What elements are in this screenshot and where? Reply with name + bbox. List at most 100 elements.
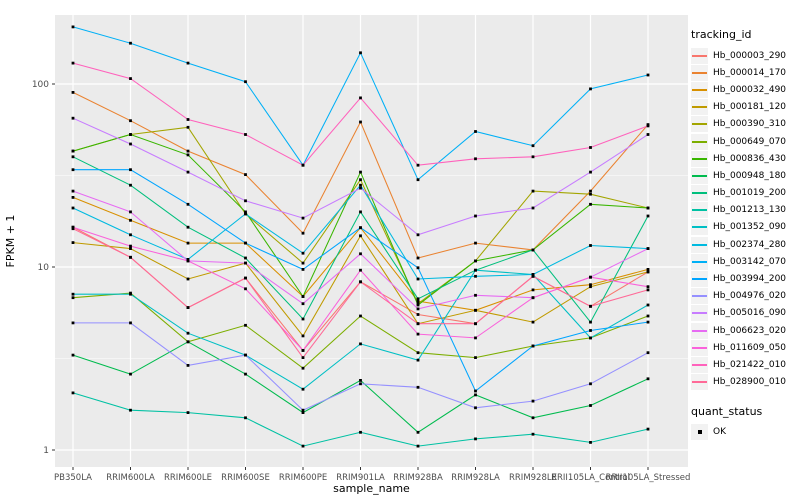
data-point — [186, 125, 190, 129]
data-point — [646, 314, 650, 318]
legend-key-box — [691, 339, 708, 356]
data-point — [589, 320, 592, 324]
data-point — [646, 214, 650, 218]
data-point — [474, 393, 477, 397]
data-point — [474, 336, 477, 340]
legend-key-box — [691, 202, 708, 219]
y-axis-title: FPKM + 1 — [4, 215, 17, 268]
data-point — [589, 404, 592, 407]
data-point — [186, 202, 190, 206]
data-point — [646, 303, 650, 307]
data-point — [531, 344, 535, 348]
legend-item-Hb_000948_180: Hb_000948_180 — [691, 167, 799, 184]
legend-item-label: Hb_000836_430 — [713, 153, 787, 164]
data-point — [301, 408, 305, 412]
legend-item-label: Hb_001213_130 — [713, 205, 787, 216]
data-point — [186, 331, 190, 335]
legend-key-box — [691, 167, 708, 184]
data-point — [416, 385, 420, 389]
data-point — [129, 247, 132, 250]
data-point — [416, 303, 420, 307]
data-point — [301, 268, 305, 271]
data-point — [301, 261, 305, 265]
legend-key-box — [691, 219, 708, 236]
legend-item-label: Hb_011609_050 — [713, 342, 787, 353]
data-point — [301, 387, 305, 391]
data-point — [474, 214, 477, 218]
data-point — [416, 358, 420, 362]
legend-key-line — [692, 209, 707, 212]
data-point — [474, 259, 477, 263]
data-point — [646, 320, 650, 324]
data-point — [359, 210, 362, 214]
legend-key-line — [692, 71, 707, 74]
data-point — [71, 225, 75, 229]
legend-item-Hb_000181_120: Hb_000181_120 — [691, 99, 799, 116]
data-point — [531, 206, 535, 210]
legend-key-box — [691, 374, 708, 391]
x-tick-label: RRIM901LA — [336, 473, 385, 483]
data-point — [359, 183, 362, 187]
data-point — [186, 340, 190, 344]
legend-item-ok: OK — [691, 424, 799, 441]
legend-key-box — [691, 99, 708, 116]
legend-item-Hb_001352_090: Hb_001352_090 — [691, 219, 799, 236]
legend-item-Hb_003142_070: Hb_003142_070 — [691, 253, 799, 270]
y-tick-label: 100 — [32, 80, 49, 90]
legend-key-box — [691, 236, 708, 253]
ok-point-icon — [697, 430, 702, 435]
data-point — [589, 244, 592, 247]
legend-item-label: Hb_000181_120 — [713, 102, 787, 113]
data-point — [186, 225, 190, 229]
data-point — [301, 334, 305, 338]
data-point — [646, 124, 650, 128]
data-point — [244, 212, 247, 216]
data-point — [244, 210, 247, 214]
data-point — [186, 277, 190, 281]
data-point — [416, 266, 420, 270]
legend-item-Hb_028900_010: Hb_028900_010 — [691, 374, 799, 391]
legend-key-line — [692, 123, 707, 126]
data-point — [129, 168, 132, 172]
data-point — [244, 199, 247, 203]
data-point — [474, 322, 477, 326]
data-point — [129, 210, 132, 214]
data-point — [589, 146, 592, 149]
legend-quant-status: quant_status OK — [691, 405, 799, 441]
data-point — [359, 379, 362, 382]
data-point — [646, 285, 650, 289]
data-point — [186, 411, 190, 414]
legend-item-Hb_000649_070: Hb_000649_070 — [691, 133, 799, 150]
legend-key-line — [692, 106, 707, 109]
data-point — [589, 304, 592, 308]
data-point — [589, 202, 592, 206]
data-point — [531, 248, 535, 252]
data-point — [531, 273, 535, 276]
data-point — [646, 377, 650, 381]
legend-item-label: Hb_001352_090 — [713, 222, 787, 233]
data-point — [129, 41, 132, 45]
data-point — [186, 118, 190, 121]
legend-item-label: Hb_002374_280 — [713, 239, 787, 250]
data-point — [589, 283, 592, 287]
data-point — [301, 356, 305, 359]
data-point — [129, 372, 132, 376]
legend-item-label: Hb_000948_180 — [713, 170, 787, 181]
data-point — [531, 296, 535, 300]
data-point — [416, 332, 420, 336]
data-point — [301, 411, 305, 414]
plot-area: 1 10 100 PB350LA RRIM600LA RRIM600LE RRIM600SE… — [4, 15, 690, 495]
data-point — [71, 25, 75, 29]
data-point — [71, 168, 75, 172]
x-tick-label: RRIM928LE — [509, 473, 557, 483]
legend-key-box — [691, 64, 708, 81]
legend-item-label: Hb_000014_170 — [713, 67, 787, 78]
data-point — [589, 192, 592, 196]
data-point — [71, 91, 75, 94]
legend-item-Hb_000836_430: Hb_000836_430 — [691, 150, 799, 167]
legend-item-label: Hb_000032_490 — [713, 84, 787, 95]
y-tick-label: 10 — [38, 263, 50, 273]
legend-item-Hb_001019_200: Hb_001019_200 — [691, 185, 799, 202]
data-point — [71, 149, 75, 153]
data-point — [359, 314, 362, 318]
